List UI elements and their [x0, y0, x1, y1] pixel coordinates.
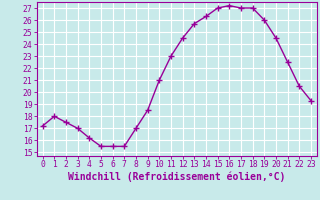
X-axis label: Windchill (Refroidissement éolien,°C): Windchill (Refroidissement éolien,°C) — [68, 172, 285, 182]
